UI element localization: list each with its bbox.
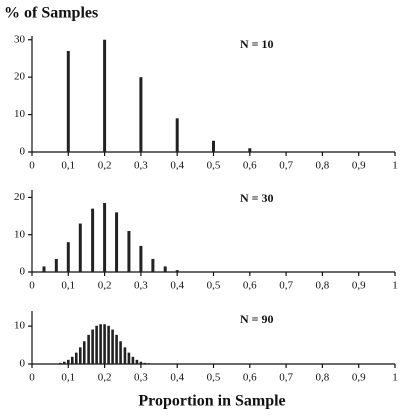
bar bbox=[95, 325, 98, 364]
bar bbox=[87, 334, 90, 364]
y-axis-title: % of Samples bbox=[4, 5, 98, 22]
bar bbox=[103, 39, 107, 152]
x-tick-label: 0,5 bbox=[207, 160, 221, 172]
bar bbox=[175, 118, 179, 152]
bar bbox=[107, 325, 110, 364]
x-tick-label: 0,8 bbox=[316, 280, 330, 292]
x-tick-label: 0 bbox=[29, 160, 35, 172]
x-tick-label: 1 bbox=[392, 160, 398, 172]
y-tick-label: 0 bbox=[20, 266, 26, 278]
bar bbox=[135, 359, 139, 364]
bar bbox=[66, 50, 70, 152]
x-tick-label: 0,4 bbox=[170, 160, 184, 172]
bar bbox=[91, 329, 94, 364]
x-tick-label: 0,8 bbox=[316, 372, 330, 384]
bar bbox=[175, 270, 179, 272]
y-tick-label: 0 bbox=[20, 358, 26, 370]
bar bbox=[74, 352, 78, 364]
bar bbox=[54, 258, 58, 272]
bar bbox=[139, 245, 143, 272]
bar bbox=[70, 356, 74, 364]
bar bbox=[82, 341, 86, 364]
x-tick-label: 0,5 bbox=[207, 372, 221, 384]
y-tick-label: 20 bbox=[14, 71, 26, 83]
y-tick-label: 10 bbox=[14, 228, 26, 240]
bar bbox=[123, 347, 127, 364]
x-tick-label: 1 bbox=[392, 280, 398, 292]
bar bbox=[163, 266, 167, 272]
bar bbox=[111, 329, 114, 364]
bar bbox=[78, 223, 82, 272]
x-tick-label: 0,6 bbox=[243, 280, 257, 292]
bar bbox=[66, 242, 70, 272]
x-tick-label: 0,1 bbox=[61, 372, 75, 384]
x-tick-label: 0,7 bbox=[279, 280, 293, 292]
bar bbox=[115, 212, 119, 272]
bar bbox=[127, 231, 131, 272]
x-tick-label: 0 bbox=[29, 372, 35, 384]
bar bbox=[147, 363, 151, 364]
annotation: N = 90 bbox=[240, 312, 274, 326]
x-tick-label: 0,2 bbox=[98, 372, 112, 384]
x-tick-label: 0,2 bbox=[98, 280, 112, 292]
bar bbox=[115, 334, 118, 364]
x-tick-label: 0,4 bbox=[170, 280, 184, 292]
x-tick-label: 0,3 bbox=[134, 372, 148, 384]
x-tick-label: 0 bbox=[29, 280, 35, 292]
y-tick-label: 0 bbox=[20, 146, 26, 158]
bar bbox=[139, 77, 143, 152]
x-tick-label: 0,8 bbox=[316, 160, 330, 172]
x-tick-label: 0,1 bbox=[61, 160, 75, 172]
x-tick-label: 0,9 bbox=[352, 372, 366, 384]
y-tick-label: 10 bbox=[14, 108, 26, 120]
y-tick-label: 30 bbox=[14, 33, 26, 45]
x-tick-label: 0,6 bbox=[243, 372, 257, 384]
bar bbox=[78, 347, 82, 364]
bar bbox=[99, 324, 102, 364]
x-tick-label: 0,4 bbox=[170, 372, 184, 384]
bar bbox=[212, 140, 215, 152]
x-tick-label: 0,1 bbox=[61, 280, 75, 292]
bar bbox=[103, 203, 107, 272]
bar bbox=[139, 361, 143, 364]
bar bbox=[119, 341, 122, 364]
bar bbox=[103, 324, 106, 364]
x-tick-label: 0,5 bbox=[207, 280, 221, 292]
bar bbox=[143, 362, 147, 364]
annotation: N = 10 bbox=[240, 37, 274, 51]
bar bbox=[63, 361, 66, 364]
annotation: N = 30 bbox=[240, 191, 274, 205]
y-tick-label: 10 bbox=[14, 320, 26, 332]
bar bbox=[67, 359, 70, 364]
x-tick-label: 0,3 bbox=[134, 160, 148, 172]
y-tick-label: 20 bbox=[14, 191, 26, 203]
bar bbox=[42, 266, 46, 272]
x-tick-label: 0,7 bbox=[279, 372, 293, 384]
x-tick-label: 0,7 bbox=[279, 160, 293, 172]
bar bbox=[59, 362, 62, 364]
bar bbox=[248, 148, 252, 152]
x-tick-label: 1 bbox=[392, 372, 398, 384]
x-tick-label: 0,9 bbox=[352, 280, 366, 292]
x-axis-title: Proportion in Sample bbox=[138, 393, 285, 410]
bar bbox=[91, 208, 95, 272]
x-tick-label: 0,6 bbox=[243, 160, 257, 172]
x-tick-label: 0,3 bbox=[134, 280, 148, 292]
x-tick-label: 0,2 bbox=[98, 160, 112, 172]
bar bbox=[151, 258, 155, 272]
bar bbox=[131, 356, 135, 364]
bar bbox=[127, 352, 131, 364]
x-tick-label: 0,9 bbox=[352, 160, 366, 172]
